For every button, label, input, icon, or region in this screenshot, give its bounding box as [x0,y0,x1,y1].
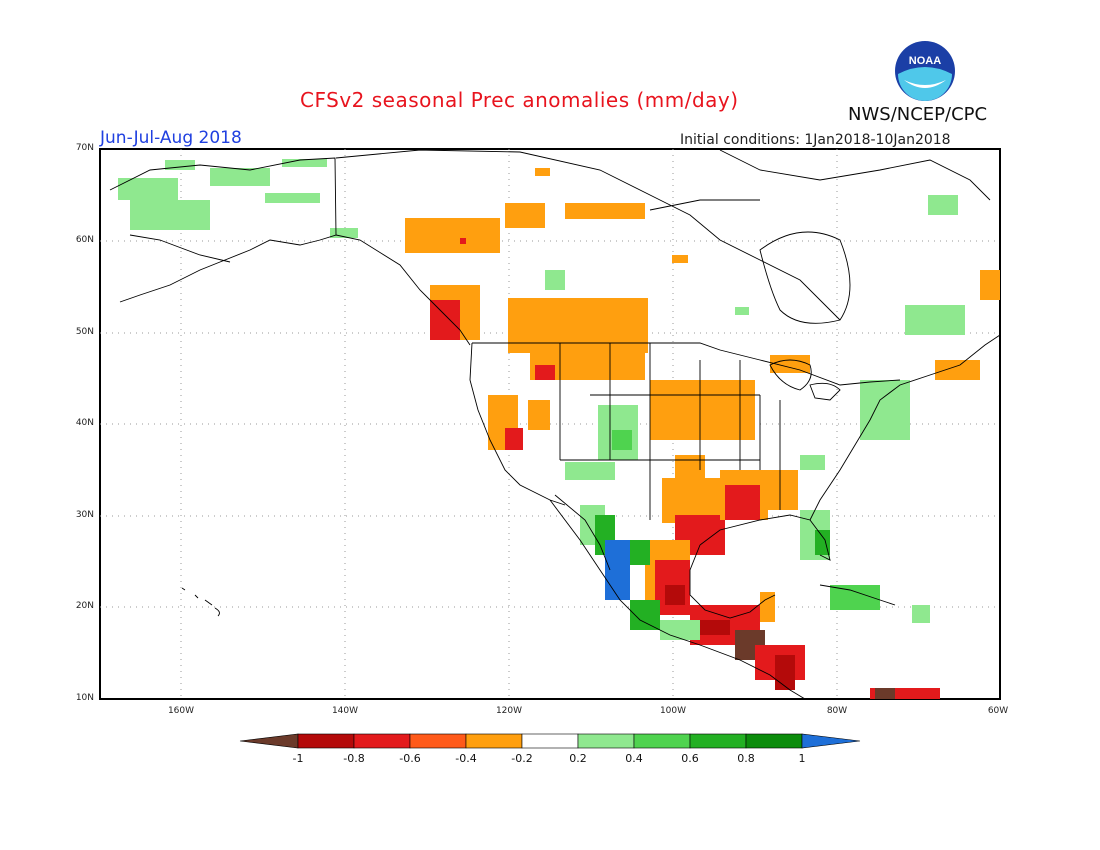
lon-label: 120W [495,706,523,716]
lat-label: 40N [75,418,94,428]
colorbar-label: -0.4 [455,752,477,765]
colorbar-label: 0.6 [681,752,699,765]
lat-label: 60N [75,235,94,245]
lat-label: 20N [75,601,94,611]
colorbar-swatch [353,733,411,749]
colorbar-swatch [689,733,747,749]
colorbar-swatch [297,733,355,749]
initial-conditions: Initial conditions: 1Jan2018-10Jan2018 [680,132,951,148]
logo-text: NOAA [909,55,941,67]
lon-label: 80W [826,706,848,716]
lat-label: 30N [75,510,94,520]
lat-label: 70N [75,143,94,153]
coastlines [109,149,1001,700]
lon-label: 160W [167,706,195,716]
colorbar-swatch [409,733,467,749]
anomaly-fill [118,159,1000,699]
colorbar-label: -0.8 [343,752,365,765]
colorbar-swatch [633,733,691,749]
colorbar [239,733,861,749]
colorbar-label: -0.2 [511,752,533,765]
map-title: CFSv2 seasonal Prec anomalies (mm/day) [300,88,739,112]
lon-label: 60W [987,706,1009,716]
colorbar-arrow-low [239,733,299,749]
colorbar-label: -1 [292,752,304,765]
forecast-period: Jun-Jul-Aug 2018 [100,128,242,148]
colorbar-swatch [465,733,523,749]
colorbar-swatch [745,733,803,749]
lat-label: 10N [75,693,94,703]
colorbar-label: 0.4 [625,752,643,765]
colorbar-swatch [577,733,635,749]
agency-label: NWS/NCEP/CPC [848,104,988,125]
colorbar-label: 0.2 [569,752,587,765]
lon-label: 100W [659,706,687,716]
colorbar-label: 1 [798,752,806,765]
colorbar-label: 0.8 [737,752,755,765]
lat-label: 50N [75,327,94,337]
colorbar-swatch [521,733,579,749]
colorbar-label: -0.6 [399,752,421,765]
noaa-logo: NOAA [895,41,955,101]
colorbar-arrow-high [801,733,861,749]
lon-label: 140W [331,706,359,716]
